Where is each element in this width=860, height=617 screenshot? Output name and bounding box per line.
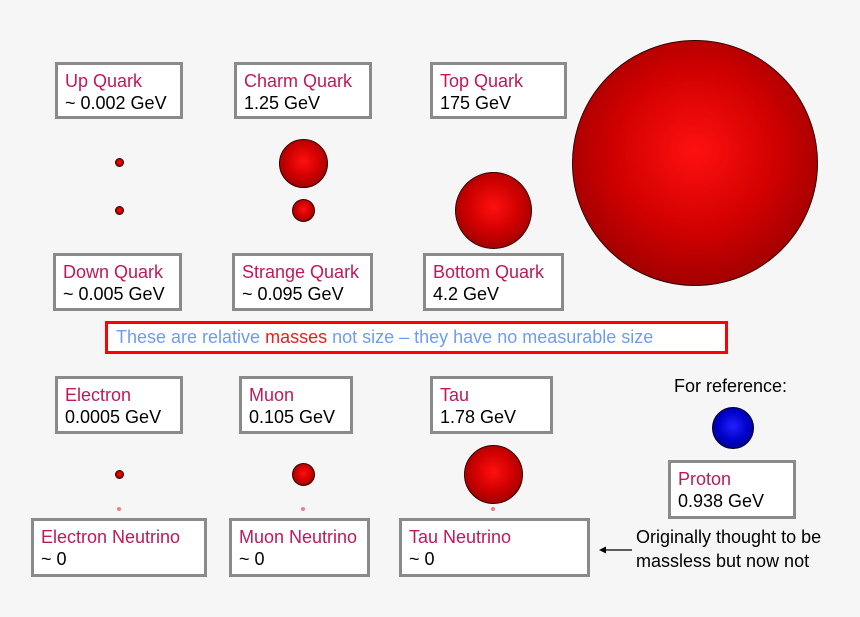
electron-box: Electron 0.0005 GeV [55, 376, 183, 434]
bottom-quark-box: Bottom Quark 4.2 GeV [423, 253, 564, 311]
particle-mass: ~ 0.002 GeV [65, 93, 167, 113]
banner-text-end: not size – they have no measurable size [327, 327, 654, 347]
particle-name: Top Quark [440, 71, 524, 91]
particle-mass: ~ 0.095 GeV [242, 284, 344, 304]
tau-neutrino-box: Tau Neutrino ~ 0 [399, 518, 590, 577]
neutrino-note-line2: massless but now not [636, 551, 810, 571]
particle-name: Electron Neutrino [41, 527, 181, 547]
particle-mass: 0.0005 GeV [65, 407, 162, 427]
particle-name: Tau Neutrino [409, 527, 512, 547]
muon-neutrino-dot [301, 507, 305, 511]
muon-sphere [292, 463, 315, 486]
particle-name: Strange Quark [242, 262, 360, 282]
top-quark-sphere [572, 40, 818, 286]
particle-name: Proton [678, 469, 732, 489]
particle-name: Electron [65, 385, 132, 405]
banner-text: These are relative [116, 327, 266, 347]
particle-mass: ~ 0 [409, 549, 435, 569]
electron-neutrino-box: Electron Neutrino ~ 0 [31, 518, 207, 577]
particle-mass: 1.78 GeV [440, 407, 517, 427]
strange-quark-box: Strange Quark ~ 0.095 GeV [232, 253, 373, 311]
charm-quark-sphere [279, 139, 328, 188]
charm-quark-box: Charm Quark 1.25 GeV [234, 62, 372, 119]
strange-quark-sphere [292, 199, 315, 222]
tau-sphere [464, 445, 523, 504]
particle-name: Down Quark [63, 262, 164, 282]
bottom-quark-sphere [455, 172, 532, 249]
muon-box: Muon 0.105 GeV [239, 376, 353, 434]
reference-label: For reference: [674, 376, 788, 396]
up-quark-box: Up Quark ~ 0.002 GeV [55, 62, 183, 119]
electron-sphere [115, 470, 124, 479]
banner-highlight: masses [265, 327, 328, 347]
arrow-left-icon [599, 546, 632, 554]
top-quark-box: Top Quark 175 GeV [430, 62, 567, 119]
down-quark-box: Down Quark ~ 0.005 GeV [53, 253, 182, 311]
tau-box: Tau 1.78 GeV [430, 376, 553, 434]
up-quark-sphere [115, 158, 124, 167]
proton-sphere [712, 407, 754, 449]
particle-name: Muon [249, 385, 295, 405]
proton-box: Proton 0.938 GeV [668, 460, 796, 519]
particle-mass: 175 GeV [440, 93, 512, 113]
particle-name: Up Quark [65, 71, 143, 91]
particle-name: Tau [440, 385, 470, 405]
neutrino-note-line1: Originally thought to be [636, 527, 822, 547]
particle-mass: 4.2 GeV [433, 284, 500, 304]
particle-name: Muon Neutrino [239, 527, 358, 547]
particle-name: Charm Quark [244, 71, 353, 91]
muon-neutrino-box: Muon Neutrino ~ 0 [229, 518, 370, 577]
particle-mass: ~ 0 [41, 549, 67, 569]
particle-mass: 1.25 GeV [244, 93, 321, 113]
relative-mass-banner: These are relative masses not size – the… [105, 321, 728, 354]
electron-neutrino-dot [117, 507, 121, 511]
down-quark-sphere [115, 206, 124, 215]
particle-mass: ~ 0 [239, 549, 265, 569]
particle-mass: 0.105 GeV [249, 407, 336, 427]
particle-name: Bottom Quark [433, 262, 545, 282]
particle-mass: ~ 0.005 GeV [63, 284, 165, 304]
particle-mass: 0.938 GeV [678, 491, 765, 511]
tau-neutrino-dot [491, 507, 495, 511]
